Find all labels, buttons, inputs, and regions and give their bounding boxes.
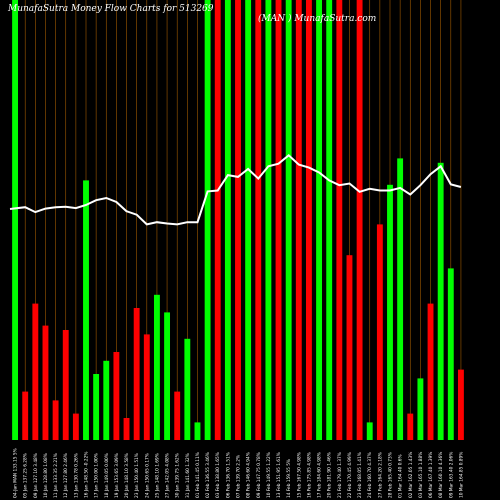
x-axis-label: 08 Mar 160.10 4.36% (438, 452, 444, 498)
money-flow-bar (417, 378, 424, 440)
price-line-layer (9, 153, 462, 226)
x-axis-label: 01 Mar 164.40 0.6% (398, 454, 404, 498)
x-axis-label: 31 Jan 141.60 1.32% (185, 453, 191, 498)
x-axis-labels: 04-Jan MAN 133.15 5% 05 Jan 137.25 6.28% 0… (13, 448, 465, 498)
x-axis-label: 17 Feb 184.60 4.98% (317, 452, 323, 498)
x-axis-label: 18 Jan 149.05 0.00% (104, 453, 110, 498)
money-flow-bar (255, 0, 262, 440)
x-axis-label: 10 Jan 128.80 1.08% (43, 453, 49, 498)
money-flow-bar (285, 0, 292, 440)
money-flow-bar (184, 338, 191, 440)
x-axis-label: 10 Feb 149.55 1.22% (266, 452, 272, 498)
x-axis-label: 02 Feb 136.55 3.46% (205, 452, 211, 498)
money-flow-bar (143, 334, 150, 440)
money-flow-bar (427, 303, 434, 440)
x-axis-label: 06 Mar 167.40 1.39% (428, 452, 434, 498)
money-flow-bar (275, 0, 282, 440)
x-axis-label: 24 Feb 160.70 4.37% (367, 452, 373, 498)
money-flow-bar (12, 0, 19, 440)
x-axis-label: 25 Jan 148.10 1.69% (154, 453, 160, 498)
chart-header-left: MunafaSutra Money Flow Charts for 513269 (7, 4, 214, 14)
x-axis-label: 24 Jan 150.65 0.17% (144, 453, 150, 498)
x-axis-label: 27 Feb 164.20 2.18% (377, 452, 383, 498)
money-flow-bar (224, 0, 231, 440)
money-flow-bar (153, 294, 160, 440)
money-flow-bar (52, 400, 59, 440)
money-flow-bar (326, 0, 333, 440)
money-flow-bar (295, 0, 302, 440)
x-axis-label: 15 Feb 167.50 4.98% (296, 452, 302, 498)
money-flow-bar (336, 0, 343, 440)
money-flow-bar (356, 0, 363, 440)
x-axis-label: 22 Feb 170.45 4.99% (347, 452, 353, 498)
x-axis-label: 10 Mar 164.85 0.89% (458, 452, 464, 498)
x-axis-label: 20 Feb 181.90 1.46% (327, 452, 333, 498)
x-axis-label: 05 Jan 137.25 6.28% (23, 453, 29, 498)
chart-header-right: (MAN ) MunafaSutra.com (258, 13, 376, 24)
money-flow-bar (133, 308, 140, 440)
money-flow-bar (204, 0, 211, 440)
x-axis-label: 06 Feb 136.70 1.51% (225, 452, 231, 498)
x-axis-label: 17 Jan 150.00 1.00% (94, 453, 100, 498)
money-flow-bar (235, 0, 241, 440)
money-flow-bar (346, 255, 353, 440)
x-axis-label: 13 Feb 151.95 1.61% (276, 452, 282, 498)
money-flow-bar (397, 158, 404, 440)
x-axis-label: 08 Feb 146.60 4.94% (246, 452, 252, 498)
x-axis-label: 03 Mar 165.10 1.88% (418, 452, 424, 498)
money-flow-bar (123, 418, 130, 440)
money-flow-bar (32, 303, 39, 440)
x-axis-label: 16 Jan 148.50 -0.22% (84, 452, 90, 498)
money-flow-bar (245, 0, 252, 440)
x-axis-label: 11 Jan 133.35 2.21% (53, 453, 59, 498)
x-axis-label: 19 Jan 153.65 3.09% (114, 453, 120, 498)
money-flow-bar (457, 369, 464, 440)
x-axis-label: 02 Mar 162.05 1.43% (408, 452, 414, 498)
x-axis-label: 07 Feb 139.70 2.2% (236, 455, 242, 498)
money-flow-bar (22, 391, 29, 440)
money-flow-bar (407, 413, 414, 440)
money-flow-bar (72, 413, 79, 440)
x-axis-label: 30 Jan 139.75 1.62% (175, 453, 181, 498)
money-flow-bar (316, 0, 323, 440)
money-flow-bar (366, 422, 373, 440)
x-axis-label: 14 Feb 159.55 5% (286, 459, 292, 498)
money-flow-bar (103, 360, 110, 440)
x-axis-label: 09 Feb 147.75 0.78% (256, 452, 262, 498)
price-line (9, 153, 462, 226)
x-axis-label: 23 Feb 168.05 1.41% (357, 452, 363, 498)
x-axis-label: 12 Jan 127.80 2.46% (63, 453, 69, 498)
money-flow-bar (265, 0, 272, 440)
x-axis-label: 01 Feb 141.45 0.11% (195, 452, 201, 498)
money-flow-bar (376, 224, 383, 440)
x-axis-label: 03 Feb 138.80 1.65% (215, 452, 221, 498)
money-flow-bars (12, 0, 464, 441)
x-axis-label: 20 Jan 148.10 3.58% (124, 453, 130, 498)
x-axis-label: 23 Jan 150.40 1.51% (134, 453, 140, 498)
x-axis-label: 09 Jan 127.10 3.48% (33, 453, 39, 498)
money-flow-bar (62, 330, 69, 440)
money-flow-bar (164, 312, 171, 440)
x-axis-label: 13 Jan 130.78 0.26% (73, 453, 79, 498)
money-flow-bar (113, 352, 120, 440)
money-flow-bar (387, 184, 393, 440)
money-flow-bar (42, 325, 49, 440)
x-axis-label: 27 Jan 142.05 4.08% (165, 453, 171, 498)
money-flow-bar (447, 268, 454, 440)
x-axis-label: 16 Feb 175.85 4.98% (306, 452, 312, 498)
money-flow-bar (214, 0, 221, 440)
x-axis-label: 04-Jan MAN 133.15 5% (13, 448, 19, 498)
money-flow-bar (83, 180, 89, 440)
x-axis-label: 21 Feb 179.40 1.37% (337, 452, 343, 498)
money-flow-bar (93, 374, 100, 440)
money-flow-bar (194, 422, 201, 440)
money-flow-bar (437, 162, 444, 441)
money-flow-bar (305, 0, 312, 440)
money-flow-bar (174, 391, 181, 440)
x-axis-label: 28 Feb 165.40 0.73% (388, 452, 394, 498)
x-axis-label: 09 Mar 163.40 2.06% (448, 452, 454, 498)
